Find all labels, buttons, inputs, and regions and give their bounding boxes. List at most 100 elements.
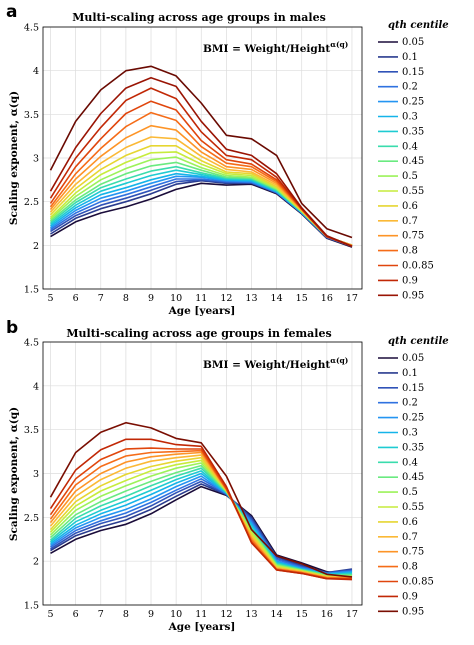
legend-entry: 0.95 xyxy=(402,606,424,617)
x-tick-label: 14 xyxy=(271,609,283,620)
legend-entry: 0.4 xyxy=(402,457,418,468)
x-tick-label: 6 xyxy=(73,293,79,304)
x-tick-label: 7 xyxy=(98,609,104,620)
series-line-0.9 xyxy=(49,438,353,581)
legend-entry: 0.25 xyxy=(402,97,424,108)
y-tick-label: 3.5 xyxy=(24,110,39,121)
x-tick-label: 12 xyxy=(220,293,232,304)
panel-males: a Multi-scaling across age groups in mal… xyxy=(6,2,449,317)
legend-entry: 0.9 xyxy=(402,275,418,286)
legend-entry: 0.8 xyxy=(402,562,418,573)
y-tick-label: 2.5 xyxy=(24,513,39,524)
y-axis-label: Scaling exponent, α(q) xyxy=(8,407,20,541)
series-line-unnamed xyxy=(49,65,353,239)
y-tick-label: 2 xyxy=(33,557,39,568)
x-tick-label: 16 xyxy=(321,609,333,620)
legend-entry: 0.55 xyxy=(402,186,424,197)
legend-entry: 0.5 xyxy=(402,487,418,498)
y-tick-label: 4 xyxy=(33,66,39,77)
series-line-0.95 xyxy=(49,421,353,578)
legend-entry: 0.5 xyxy=(402,171,418,182)
y-tick-label: 1.5 xyxy=(24,601,39,612)
chart-title: Multi-scaling across age groups in males xyxy=(72,11,326,24)
y-tick-labels: 1.5 2 2.5 3 3.5 4 4.5 xyxy=(24,23,39,296)
plot-frame xyxy=(42,26,363,290)
series-line-0.2 xyxy=(50,477,353,575)
y-tick-labels: 1.5 2 2.5 3 3.5 4 4.5 xyxy=(24,338,39,612)
bmi-annotation: BMI = Weight/Heightα(q) xyxy=(203,40,348,55)
panel-letter-b: b xyxy=(6,318,18,338)
x-tick-label: 11 xyxy=(195,609,207,620)
legend-title: qth centile xyxy=(388,20,449,31)
x-tick-label: 17 xyxy=(346,293,358,304)
series-line-0.15 xyxy=(50,480,353,574)
y-tick-label: 1.5 xyxy=(24,285,39,296)
legend-entry: 0.2 xyxy=(402,82,418,93)
legend-entry: 0.3 xyxy=(402,112,418,123)
x-tick-label: 10 xyxy=(170,609,182,620)
legend-entry: 0.7 xyxy=(402,216,418,227)
legend-entry: 0.6 xyxy=(402,517,418,528)
legend-entry: 0.1 xyxy=(402,52,418,63)
legend-entry: 0.2 xyxy=(402,398,418,409)
legend-entry: 0.8 xyxy=(402,246,418,257)
bmi-annotation: BMI = Weight/Heightα(q) xyxy=(203,356,348,371)
legend-entry: 0.7 xyxy=(402,532,418,543)
series-line-0.55 xyxy=(49,459,353,578)
legend-entry: 0.75 xyxy=(402,231,424,242)
chart-title: Multi-scaling across age groups in femal… xyxy=(66,327,331,340)
legend-entry: 0.95 xyxy=(402,290,424,301)
legend-entry: 0.35 xyxy=(402,442,424,453)
x-tick-label: 15 xyxy=(296,609,308,620)
series-lines xyxy=(49,65,353,248)
series-line-0.25 xyxy=(50,475,353,575)
x-axis-label: Age [years] xyxy=(168,621,236,633)
series-line-0.1 xyxy=(50,483,353,574)
panel-females: b Multi-scaling across age groups in fem… xyxy=(6,318,449,633)
legend-entry: 0.6 xyxy=(402,201,418,212)
y-tick-label: 4 xyxy=(33,381,39,392)
y-tick-label: 2.5 xyxy=(24,197,39,208)
x-axis-label: Age [years] xyxy=(168,305,236,317)
legend-entry: 0.05 xyxy=(402,353,424,364)
legend-entry: 0.35 xyxy=(402,126,424,137)
x-tick-label: 16 xyxy=(321,293,333,304)
legend-entry: 0.25 xyxy=(402,413,424,424)
legend-entry: 0.4 xyxy=(402,141,418,152)
legend-entry: 0.0.85 xyxy=(402,577,434,588)
x-tick-label: 5 xyxy=(48,609,54,620)
x-tick-label: 14 xyxy=(271,293,283,304)
x-tick-label: 15 xyxy=(296,293,308,304)
x-tick-labels: 5 6 7 8 9 10 11 12 13 14 15 16 17 xyxy=(48,293,358,304)
x-tick-label: 13 xyxy=(245,609,257,620)
legend-entry: 0.55 xyxy=(402,502,424,513)
y-tick-label: 2 xyxy=(33,241,39,252)
legend: qth centile 0.05 0.1 0.15 0.2 0.25 0.3 0.35 0.4 0… xyxy=(378,20,449,301)
series-lines xyxy=(49,421,353,581)
plot-frame xyxy=(42,341,363,606)
legend-entry: 0.45 xyxy=(402,472,424,483)
legend-entry: 0.0.85 xyxy=(402,261,434,272)
panel-letter-a: a xyxy=(6,2,17,22)
legend-entry: 0.05 xyxy=(402,37,424,48)
x-tick-label: 8 xyxy=(123,293,129,304)
x-tick-label: 10 xyxy=(170,293,182,304)
y-tick-label: 3 xyxy=(33,154,39,165)
x-tick-label: 13 xyxy=(245,293,257,304)
y-tick-label: 4.5 xyxy=(24,23,39,34)
x-tick-label: 6 xyxy=(73,609,79,620)
legend: qth centile 0.05 0.1 0.15 0.2 0.25 0.3 0.35 0.4 0… xyxy=(378,336,449,617)
series-line-0.7 xyxy=(49,454,353,579)
y-tick-label: 4.5 xyxy=(24,338,39,349)
series-line-0.45 xyxy=(49,464,352,577)
series-line-0.95 xyxy=(49,76,353,247)
x-tick-label: 9 xyxy=(148,609,154,620)
legend-entry: 0.1 xyxy=(402,368,418,379)
x-tick-labels: 5 6 7 8 9 10 11 12 13 14 15 16 17 xyxy=(48,609,358,620)
legend-entry: 0.15 xyxy=(402,67,424,78)
x-tick-label: 9 xyxy=(148,293,154,304)
x-tick-label: 8 xyxy=(123,609,129,620)
legend-entry: 0.15 xyxy=(402,383,424,394)
x-tick-label: 12 xyxy=(220,609,232,620)
